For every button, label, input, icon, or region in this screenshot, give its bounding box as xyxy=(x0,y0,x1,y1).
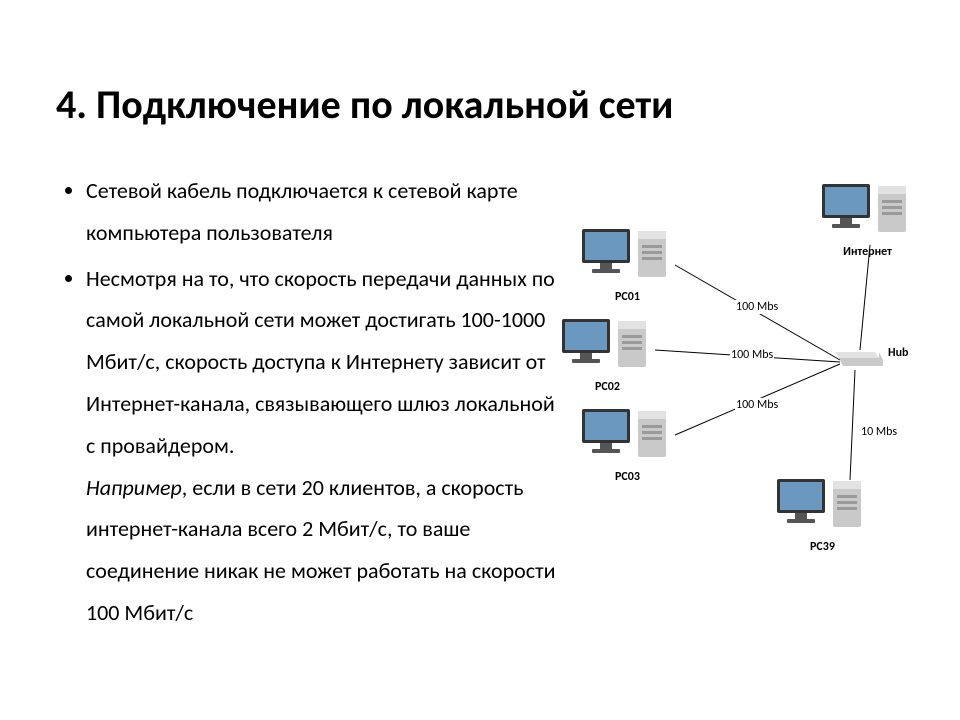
computer-icon xyxy=(560,315,655,373)
pc-node-pc02: PC02 xyxy=(560,315,655,394)
edge-line xyxy=(860,245,870,350)
node-label: PC02 xyxy=(560,380,655,394)
edge-label: 10 Mbs xyxy=(860,425,898,439)
computer-icon xyxy=(775,475,870,533)
computer-icon xyxy=(580,225,675,283)
slide-title: 4. Подключение по локальной сети xyxy=(56,83,920,127)
edge-label: 100 Mbs xyxy=(735,398,779,412)
bullet-item: Сетевой кабель подключается к сетевой ка… xyxy=(86,170,560,254)
edge-label: 100 Mbs xyxy=(730,348,774,362)
hub-node xyxy=(835,350,887,379)
pc-node-pc01: PC01 xyxy=(580,225,675,304)
example-prefix: Например xyxy=(86,474,182,501)
node-label: PC01 xyxy=(580,290,675,304)
pc-node-pc39: PC39 xyxy=(775,475,870,554)
computer-icon xyxy=(820,180,915,238)
bullet-text: Несмотря на то, что скорость передачи да… xyxy=(86,265,555,459)
node-label: Интернет xyxy=(820,245,915,259)
slide: 4. Подключение по локальной сети Сетевой… xyxy=(0,0,960,720)
hub-icon xyxy=(835,350,887,374)
node-label: PC39 xyxy=(775,540,870,554)
bullet-item: Несмотря на то, что скорость передачи да… xyxy=(86,258,560,634)
network-diagram: Интернет PC01 PC02 PC03 PC39 Hub 100 Mbs 100 Mb… xyxy=(560,170,940,600)
pc-node-internet: Интернет xyxy=(820,180,915,259)
slide-body: Сетевой кабель подключается к сетевой ка… xyxy=(60,170,560,638)
edge-label: 100 Mbs xyxy=(735,300,779,314)
hub-label: Hub xyxy=(888,346,908,360)
bullet-list: Сетевой кабель подключается к сетевой ка… xyxy=(60,170,560,634)
node-label: PC03 xyxy=(580,470,675,484)
edge-line xyxy=(850,370,855,480)
computer-icon xyxy=(580,405,675,463)
pc-node-pc03: PC03 xyxy=(580,405,675,484)
